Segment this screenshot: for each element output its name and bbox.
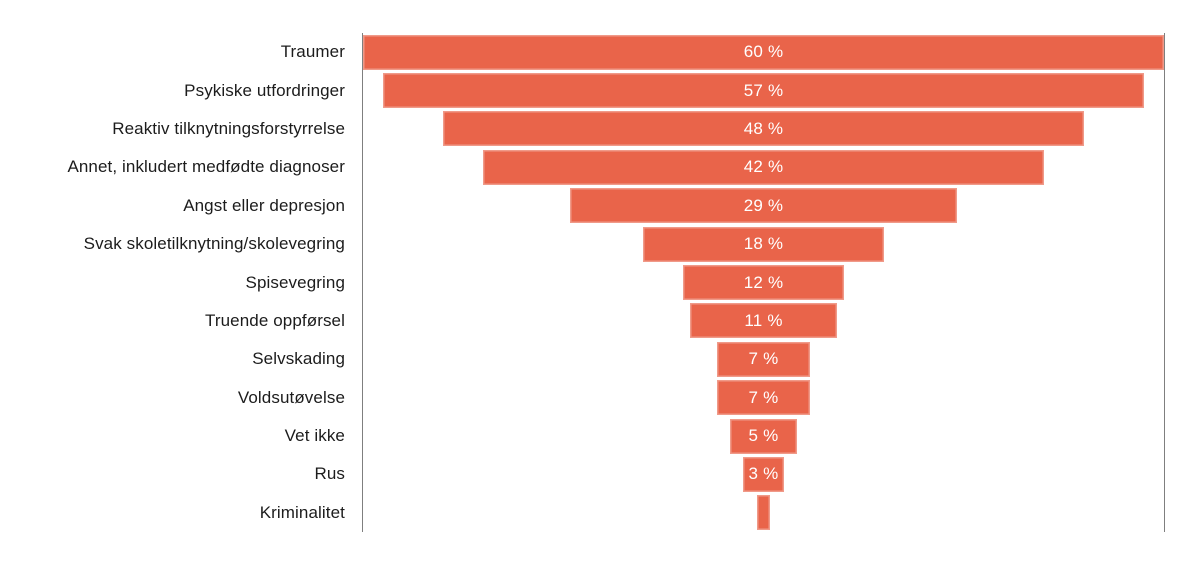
category-label: Truende oppførsel	[205, 310, 345, 330]
bar: 48 %	[443, 111, 1084, 147]
bar: 7 %	[716, 341, 811, 377]
bar-value-label: 18 %	[743, 234, 784, 254]
bar: 60 %	[363, 34, 1164, 70]
bar-row: 29 %	[363, 187, 1164, 225]
bar-row: 12 %	[363, 263, 1164, 301]
bar: 5 %	[730, 418, 797, 454]
bar-row: 18 %	[363, 225, 1164, 263]
bar: 11 %	[690, 303, 837, 339]
bar-row: 42 %	[363, 148, 1164, 186]
bar: 7 %	[716, 380, 811, 416]
bar-row: 57 %	[363, 71, 1164, 109]
bar	[756, 495, 771, 531]
bar-value-label: 12 %	[743, 272, 784, 292]
bar-value-label: 57 %	[743, 80, 784, 100]
category-label: Annet, inkludert medfødte diagnoser	[67, 157, 345, 177]
category-labels: Traumer Psykiske utfordringer Reaktiv ti…	[0, 33, 345, 532]
bar-row: 48 %	[363, 110, 1164, 148]
bar-value-label: 7 %	[748, 387, 779, 407]
plot-area: 60 % 57 % 48 % 42 % 29 % 18 % 12 % 11 %	[362, 33, 1165, 532]
bar-value-label: 3 %	[748, 464, 779, 484]
bar-row: 60 %	[363, 33, 1164, 71]
bar-row	[363, 494, 1164, 532]
bar: 42 %	[483, 149, 1044, 185]
category-label: Reaktiv tilknytningsforstyrrelse	[112, 118, 345, 138]
category-label: Svak skoletilknytning/skolevegring	[83, 234, 345, 254]
category-label: Rus	[314, 464, 345, 484]
category-label: Kriminalitet	[259, 502, 345, 522]
category-label: Angst eller depresjon	[183, 195, 345, 215]
category-label: Traumer	[280, 42, 345, 62]
bar-value-label: 7 %	[748, 349, 779, 369]
bar: 3 %	[743, 456, 784, 492]
bar-value-label: 5 %	[748, 426, 779, 446]
bar-value-label: 42 %	[743, 157, 784, 177]
bar-row: 3 %	[363, 455, 1164, 493]
category-label: Psykiske utfordringer	[184, 80, 345, 100]
bar: 29 %	[569, 188, 958, 224]
bar-row: 7 %	[363, 340, 1164, 378]
bar: 57 %	[383, 73, 1144, 109]
bar-value-label: 29 %	[743, 195, 784, 215]
bar: 12 %	[683, 265, 844, 301]
bar-row: 5 %	[363, 417, 1164, 455]
category-label: Voldsutøvelse	[237, 387, 345, 407]
bar: 18 %	[643, 226, 884, 262]
bar-value-label: 11 %	[744, 310, 783, 330]
category-label: Vet ikke	[284, 426, 345, 446]
category-label: Spisevegring	[245, 272, 345, 292]
bar-value-label: 48 %	[743, 118, 784, 138]
bar-value-label: 60 %	[743, 42, 784, 62]
category-label: Selvskading	[252, 349, 345, 369]
bar-row: 7 %	[363, 379, 1164, 417]
bar-row: 11 %	[363, 302, 1164, 340]
